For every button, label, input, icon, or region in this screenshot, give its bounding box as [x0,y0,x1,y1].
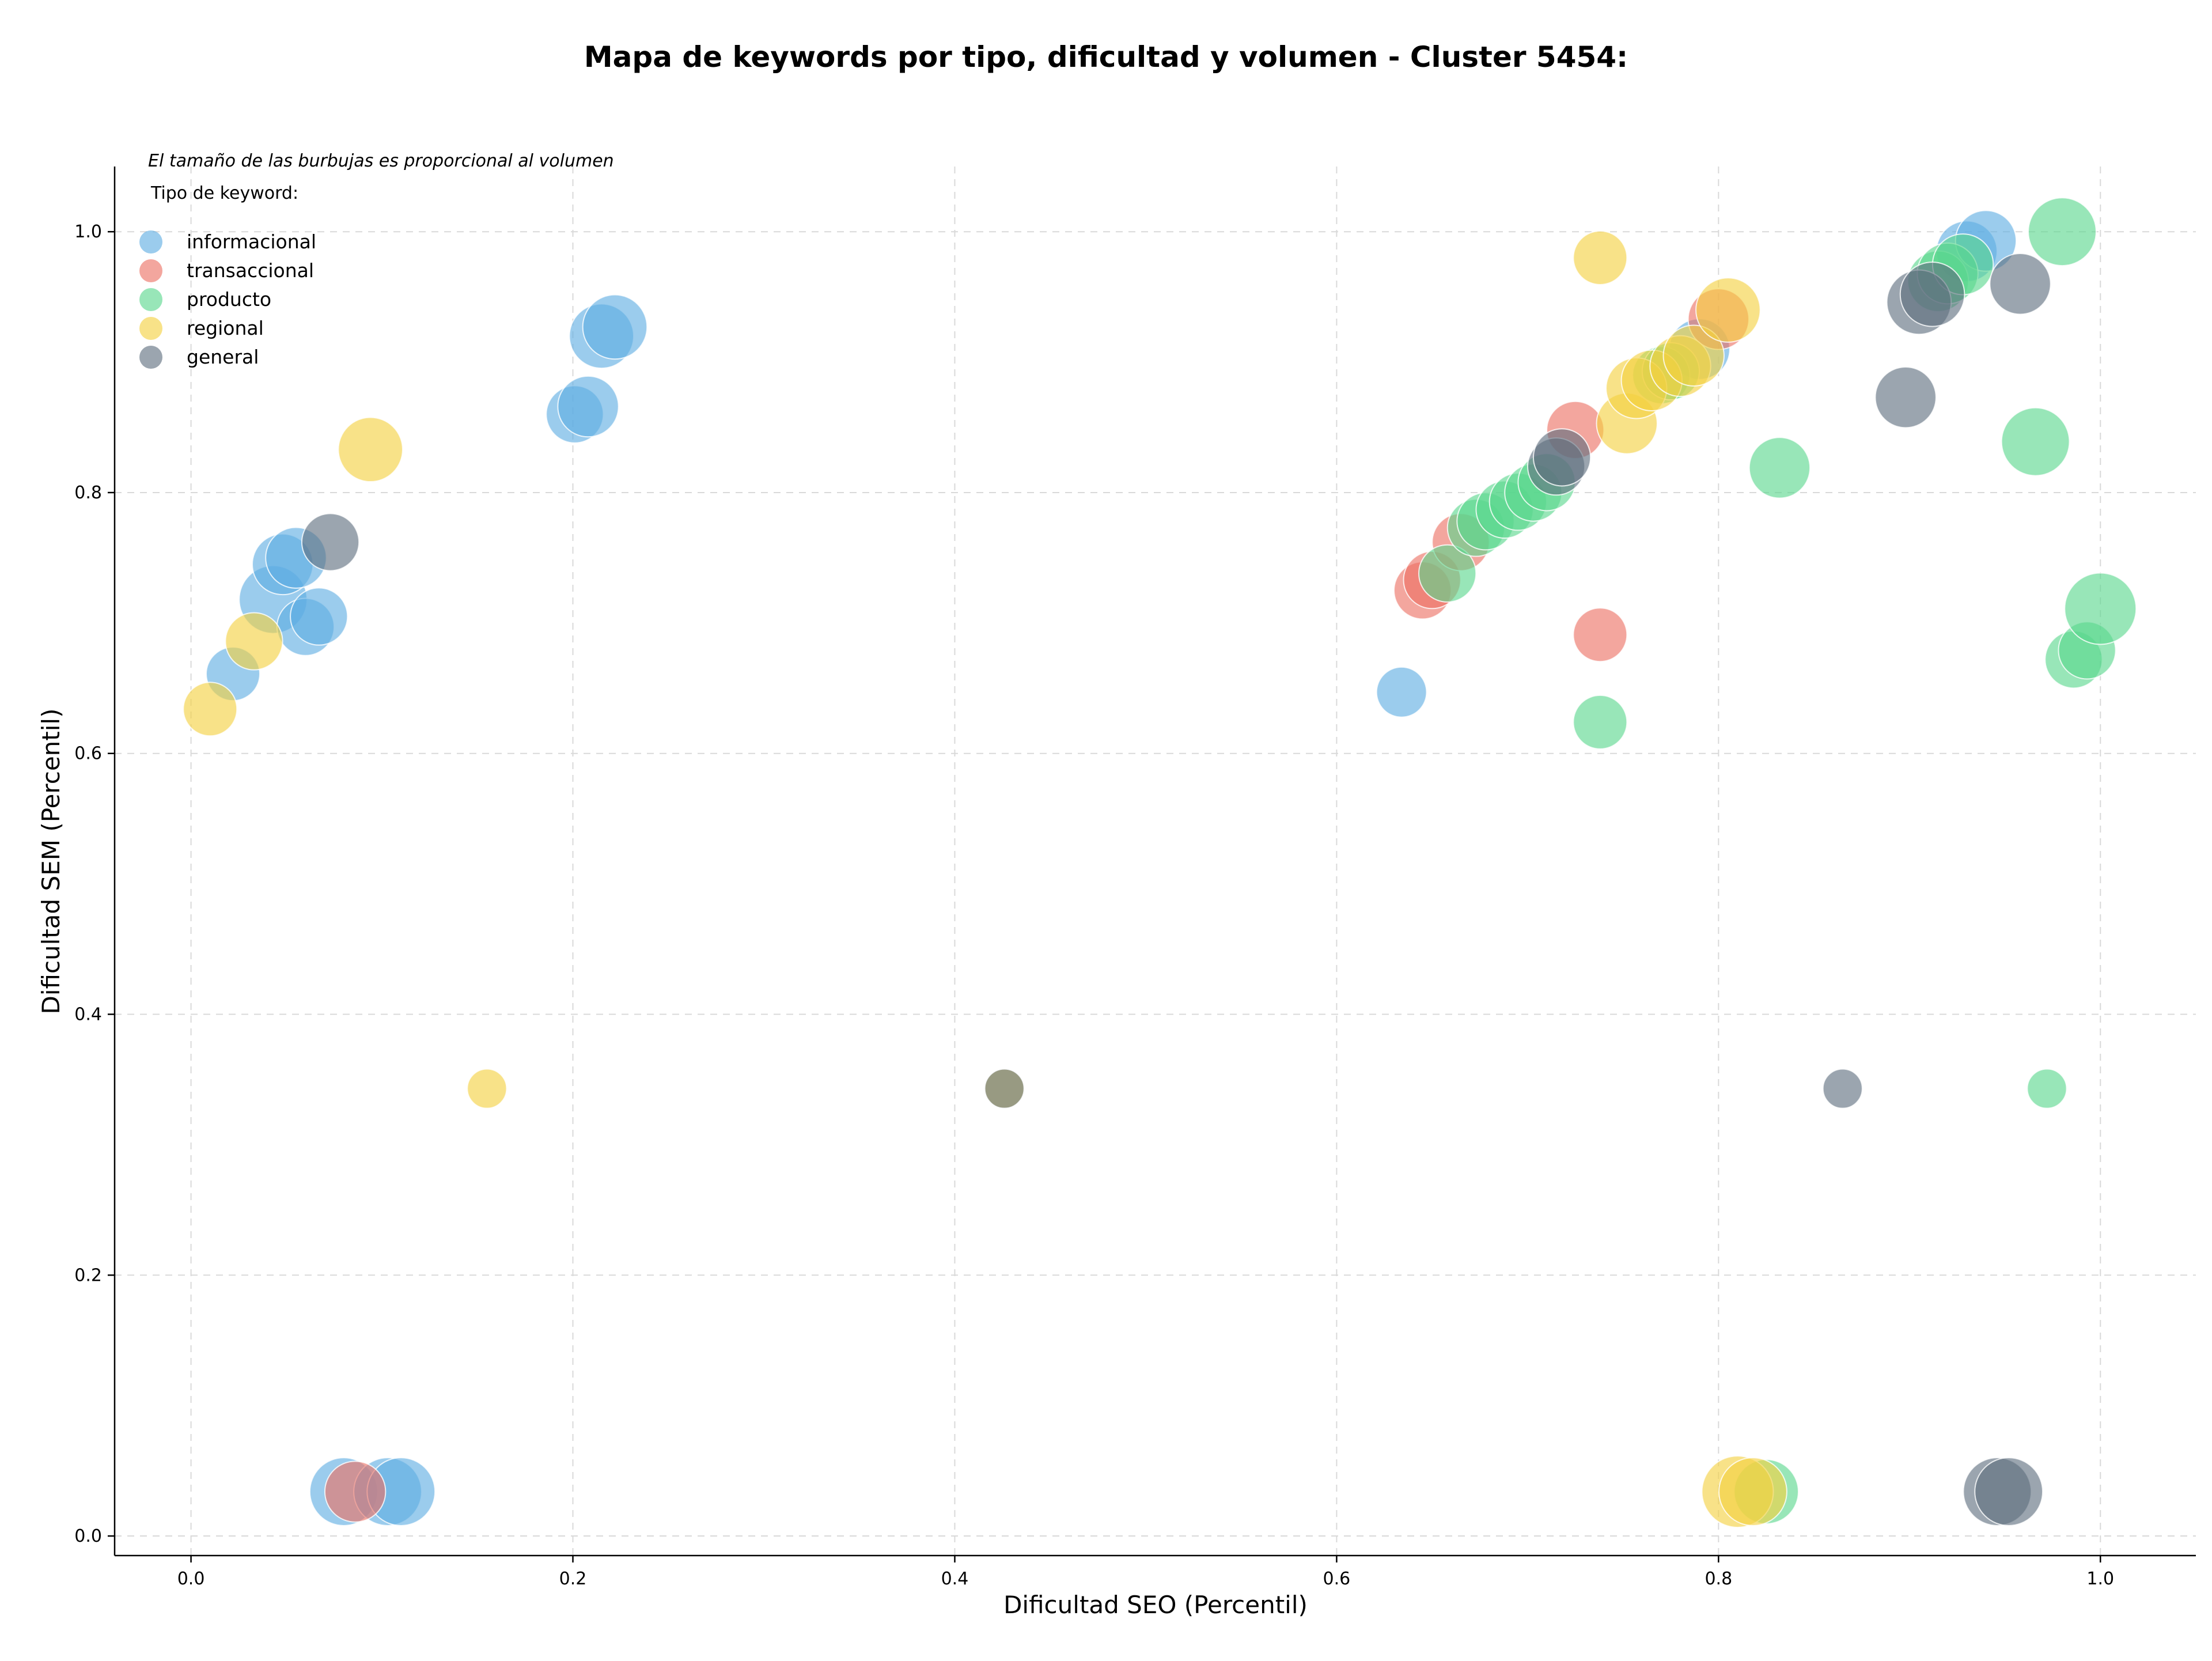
bubble-producto [1418,544,1477,603]
bubble-layer [183,197,2137,1528]
legend: Tipo de keyword: informacional transaccio… [139,183,316,369]
legend-marker-informacional [139,230,162,253]
bubble-producto [2064,572,2137,645]
grid-lines [115,167,2196,1556]
legend-marker-general [139,346,162,369]
bubble-regional [1573,230,1628,285]
bubble-general [1899,262,1965,327]
legend-label-general: general [187,346,259,368]
bubble-transaccional [1573,607,1628,663]
y-tick-label: 0.4 [74,1005,102,1025]
bubble-transaccional [324,1461,387,1523]
legend-title: Tipo de keyword: [150,183,298,203]
bubble-producto [2001,407,2070,476]
bubble-producto [2027,1068,2067,1109]
axes [113,167,2196,1557]
bubble-informacional [290,587,349,646]
legend-label-informacional: informacional [187,230,316,253]
x-tick-label: 0.8 [1705,1569,1732,1589]
legend-label-transaccional: transaccional [187,259,314,282]
bubble-general [1822,1068,1863,1109]
x-tick-label: 0.2 [559,1569,587,1589]
bubble-regional [1718,1457,1787,1526]
y-tick-label: 0.8 [74,483,102,503]
chart-title: Mapa de keywords por tipo, dificultad y … [584,40,1628,74]
x-tick-label: 0.0 [177,1569,205,1589]
legend-marker-regional [139,317,162,340]
legend-marker-transaccional [139,259,162,282]
tick-layer: 0.0 0.2 0.4 0.6 0.8 1.0 0.0 0.2 0.4 0.6 0.8 1.0 [74,222,2114,1589]
bubble-general [1989,253,2051,315]
bubble-informacional [582,294,648,360]
legend-label-regional: regional [187,317,264,339]
bubble-general [1874,366,1937,429]
bubble-regional [1695,277,1761,343]
x-tick-label: 0.4 [941,1569,969,1589]
y-tick-label: 0.6 [74,744,102,764]
legend-marker-producto [139,288,162,311]
bubble-producto [2028,197,2097,267]
bubble-general [1532,428,1592,487]
bubble-regional [1662,324,1725,387]
bubble-general [1974,1457,2044,1526]
legend-label-producto: producto [187,288,271,311]
bubble-regional [225,612,283,671]
x-tick-label: 1.0 [2086,1569,2114,1589]
bubble-producto [1573,694,1628,750]
bubble-regional [183,682,238,737]
bubble-informacional [1376,666,1427,718]
bubble-regional [467,1068,507,1109]
x-axis-label: Dificultad SEO (Percentil) [1003,1591,1308,1619]
x-tick-label: 0.6 [1323,1569,1351,1589]
size-note: El tamaño de las burbujas es proporciona… [148,151,614,171]
bubble-informacional [557,375,619,438]
bubble-general [301,513,360,572]
bubble-regional [338,417,403,483]
y-tick-label: 1.0 [74,222,102,242]
y-tick-label: 0.0 [74,1526,102,1546]
bubble-general [984,1068,1025,1109]
y-axis-label: Dificultad SEM (Percentil) [37,709,65,1015]
y-tick-label: 0.2 [74,1265,102,1285]
bubble-producto [1748,437,1811,499]
